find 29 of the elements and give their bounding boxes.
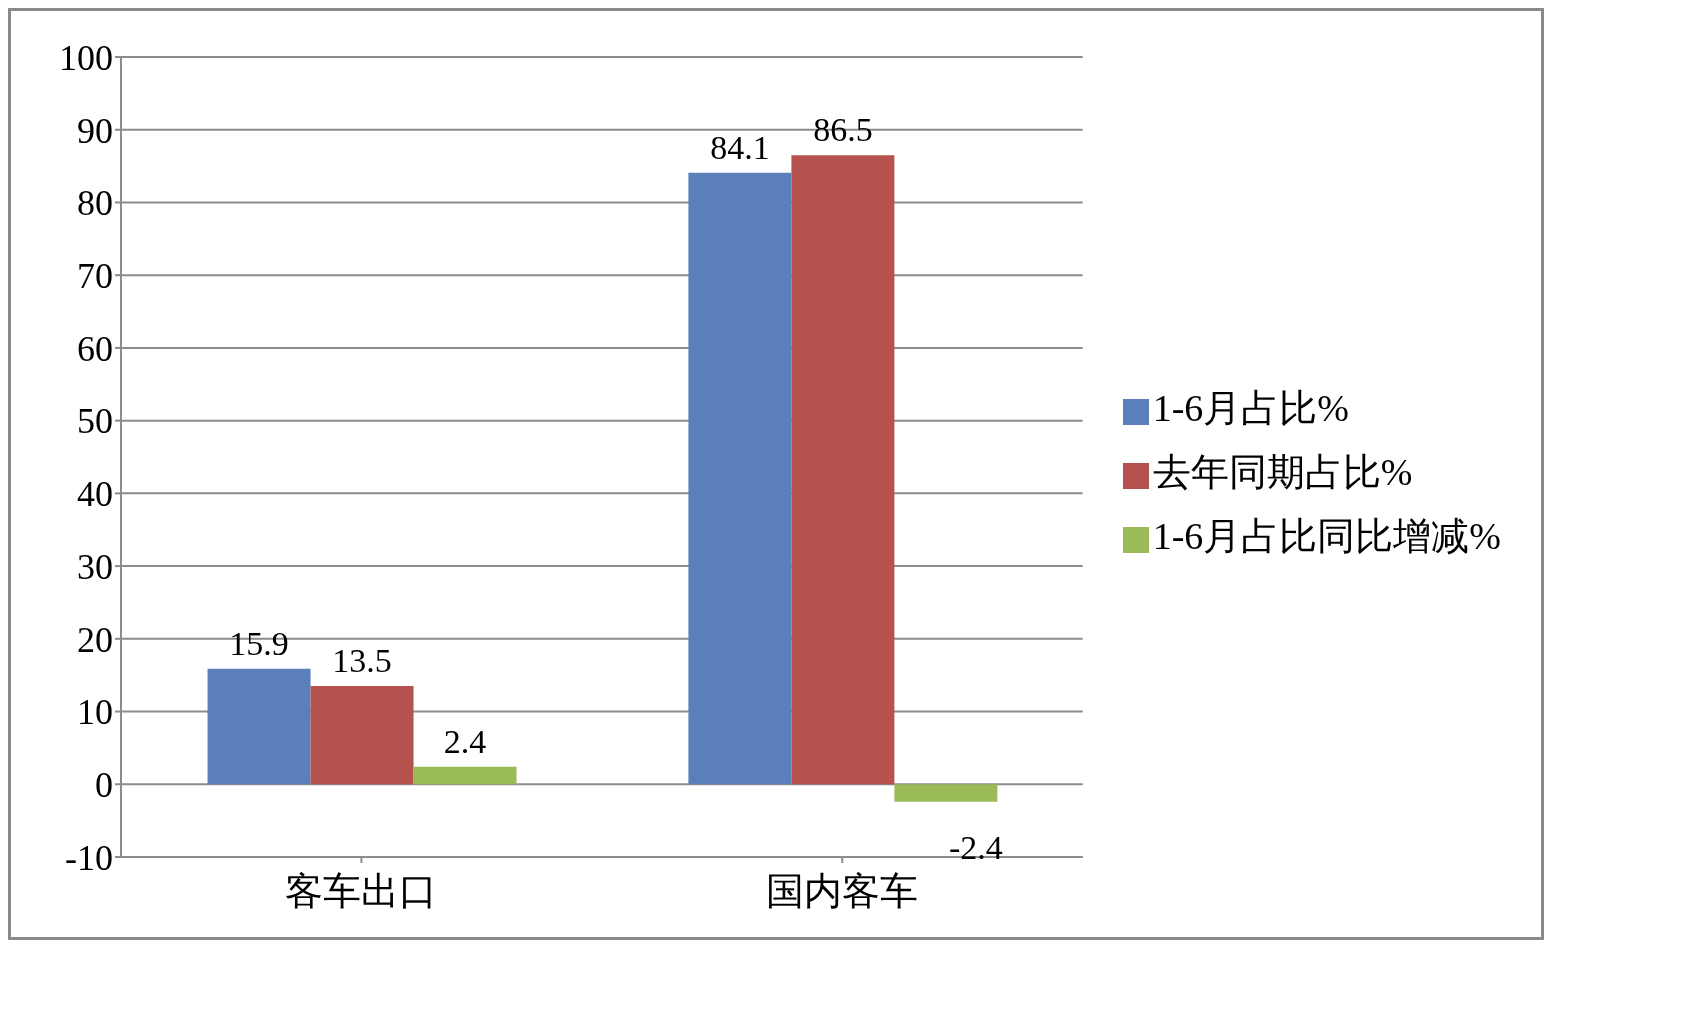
x-tick-label: 客车出口 — [285, 869, 438, 912]
bar — [310, 686, 414, 785]
y-tick-label: 30 — [77, 546, 113, 587]
y-tick-label: 60 — [77, 328, 113, 369]
y-tick-label: 80 — [77, 183, 113, 224]
y-tick-label: 40 — [77, 474, 113, 515]
y-tick-label: 70 — [77, 255, 113, 296]
y-tick-label: 20 — [77, 619, 113, 660]
bar — [791, 155, 895, 785]
legend-label: 去年同期占比% — [1152, 451, 1413, 493]
legend-label: 1-6月占比同比增减% — [1152, 515, 1501, 557]
data-label: 86.5 — [813, 111, 873, 149]
y-tick-label: -10 — [65, 837, 113, 878]
legend-label: 1-6月占比% — [1152, 387, 1349, 429]
y-tick-label: 90 — [77, 110, 113, 151]
data-label: 13.5 — [332, 642, 392, 680]
bar — [688, 172, 792, 785]
data-label: 15.9 — [229, 624, 289, 662]
x-tick-label: 国内客车 — [766, 869, 919, 912]
data-label: 84.1 — [710, 128, 770, 166]
y-tick-label: 100 — [59, 37, 113, 78]
bar — [207, 668, 311, 785]
bar — [413, 766, 517, 785]
data-label: 2.4 — [443, 722, 487, 760]
bar — [894, 784, 998, 802]
data-label: -2.4 — [948, 829, 1003, 867]
y-tick-label: 10 — [77, 692, 113, 733]
y-tick-label: 50 — [77, 401, 113, 442]
y-tick-label: 0 — [95, 765, 113, 806]
